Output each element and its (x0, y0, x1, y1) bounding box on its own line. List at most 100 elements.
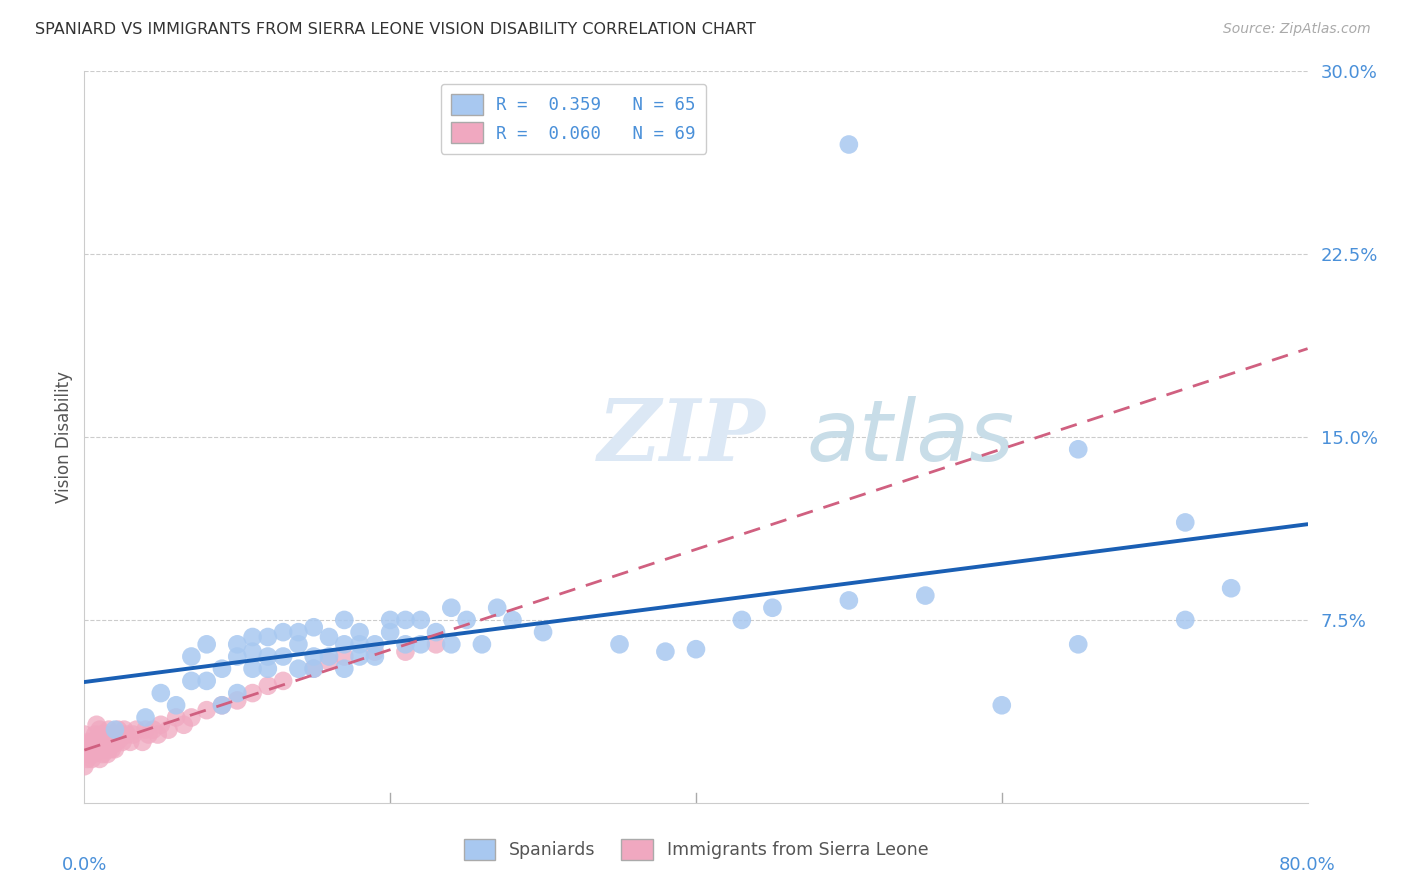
Point (89, 752, 111, 766)
Point (173, 718, 195, 732)
Point (425, 637, 447, 651)
Point (80, 735, 103, 749)
Point (195, 703, 218, 717)
Point (333, 662, 356, 676)
Point (257, 662, 280, 676)
Point (349, 637, 371, 651)
Point (486, 600, 509, 615)
Point (318, 630, 340, 644)
Point (110, 727, 132, 741)
Point (76, 737, 98, 751)
Point (180, 649, 202, 664)
Point (73, 727, 96, 741)
Point (287, 662, 309, 676)
Text: atlas: atlas (806, 395, 1014, 479)
Point (1174, 613, 1197, 627)
Point (157, 723, 180, 737)
Point (80, 752, 103, 766)
Point (302, 662, 325, 676)
Point (226, 693, 249, 707)
Point (195, 673, 218, 688)
Point (125, 723, 148, 737)
Point (531, 625, 554, 640)
Point (609, 637, 631, 651)
Point (146, 727, 169, 741)
Point (90, 727, 112, 741)
Point (107, 723, 129, 737)
Point (104, 742, 127, 756)
Point (364, 637, 387, 651)
Text: SPANIARD VS IMMIGRANTS FROM SIERRA LEONE VISION DISABILITY CORRELATION CHART: SPANIARD VS IMMIGRANTS FROM SIERRA LEONE… (35, 22, 756, 37)
Point (349, 649, 371, 664)
Point (838, 593, 860, 607)
Point (654, 645, 676, 659)
Point (226, 637, 249, 651)
Point (93, 727, 115, 741)
Point (149, 686, 172, 700)
Point (101, 742, 124, 756)
Point (195, 637, 218, 651)
Point (211, 698, 233, 713)
Point (318, 654, 340, 668)
Point (302, 620, 325, 634)
Point (211, 698, 233, 713)
Point (97, 742, 120, 756)
Point (226, 686, 249, 700)
Point (76, 752, 98, 766)
Point (349, 625, 371, 640)
Point (96, 732, 118, 747)
Point (409, 613, 432, 627)
Point (1174, 516, 1197, 530)
Point (83, 747, 105, 761)
Point (333, 637, 356, 651)
Legend: Spaniards, Immigrants from Sierra Leone: Spaniards, Immigrants from Sierra Leone (457, 832, 935, 867)
Point (105, 735, 128, 749)
Point (380, 625, 402, 640)
Point (86, 737, 108, 751)
Point (180, 673, 202, 688)
Point (108, 732, 131, 747)
Point (409, 637, 432, 651)
Point (165, 710, 187, 724)
Point (94, 735, 117, 749)
Point (135, 723, 157, 737)
Point (84, 742, 107, 756)
Point (77, 735, 100, 749)
Point (271, 625, 294, 640)
Point (115, 727, 138, 741)
Point (180, 710, 202, 724)
Point (394, 613, 416, 627)
Y-axis label: Vision Disability: Vision Disability (55, 371, 73, 503)
Point (242, 662, 264, 676)
Point (1067, 442, 1090, 457)
Point (991, 698, 1014, 713)
Point (77, 747, 100, 761)
Point (131, 735, 153, 749)
Point (86, 718, 108, 732)
Point (287, 637, 309, 651)
Point (104, 723, 127, 737)
Point (101, 727, 124, 741)
Text: 0.0%: 0.0% (62, 856, 107, 874)
Point (271, 649, 294, 664)
Point (394, 645, 416, 659)
Point (97, 723, 120, 737)
Point (333, 613, 356, 627)
Point (1220, 581, 1243, 595)
Point (226, 649, 249, 664)
Point (257, 679, 280, 693)
Point (112, 723, 135, 737)
Point (242, 645, 264, 659)
Point (89, 723, 111, 737)
Point (302, 662, 325, 676)
Point (456, 613, 478, 627)
Point (333, 649, 356, 664)
Point (257, 630, 280, 644)
Point (731, 613, 754, 627)
Point (98, 735, 121, 749)
Point (90, 742, 112, 756)
Point (103, 737, 125, 751)
Point (84, 727, 107, 741)
Point (364, 645, 387, 659)
Point (257, 649, 280, 664)
